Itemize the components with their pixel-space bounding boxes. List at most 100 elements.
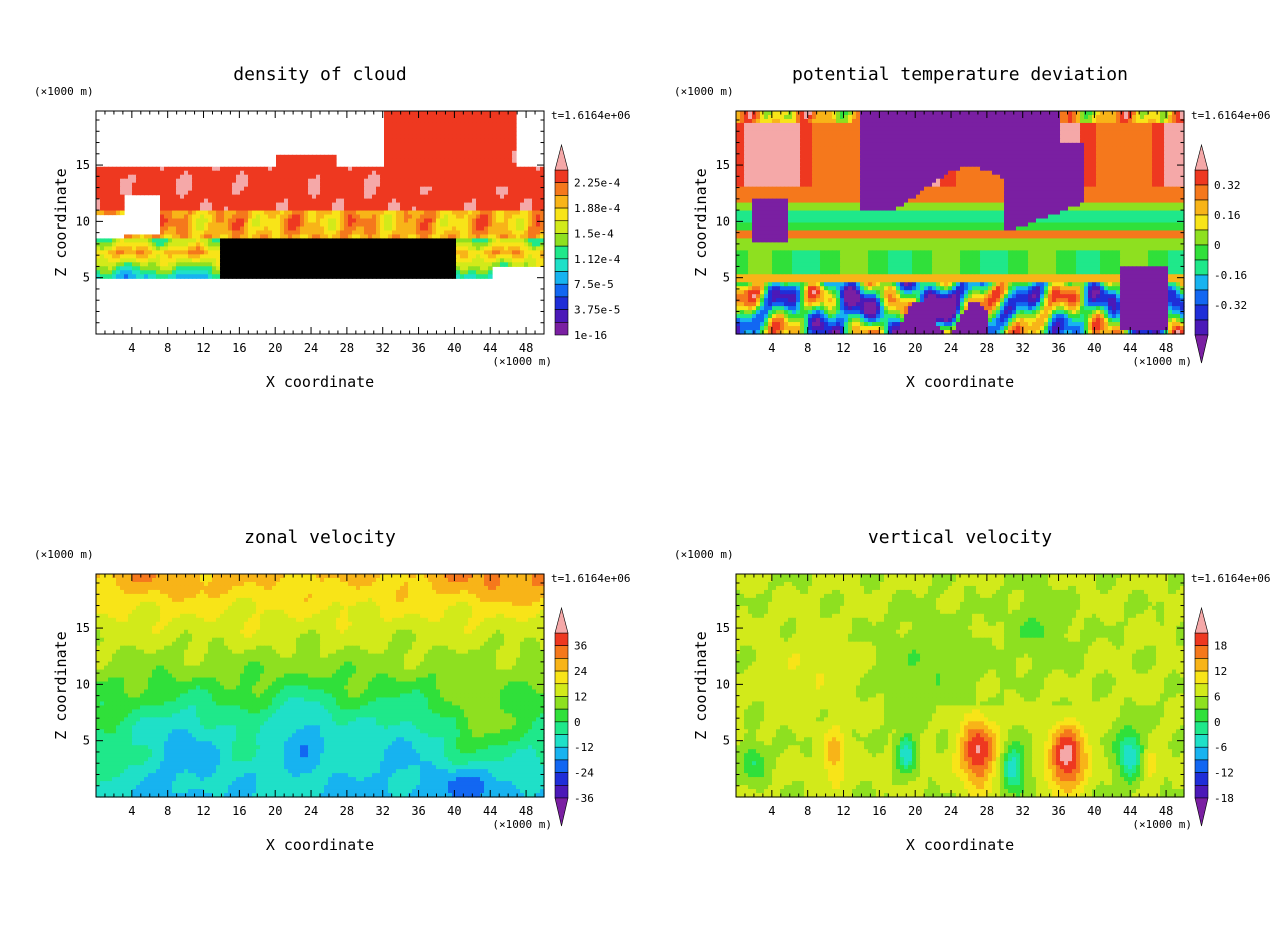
contour-cell bbox=[456, 186, 461, 192]
contour-cell bbox=[964, 130, 969, 136]
contour-cell bbox=[272, 210, 277, 216]
contour-cell bbox=[1100, 134, 1105, 140]
contour-cell bbox=[944, 118, 949, 124]
contour-cell bbox=[196, 226, 201, 232]
contour-cell bbox=[1032, 114, 1037, 120]
contour-cell bbox=[856, 146, 861, 152]
contour-cell bbox=[176, 234, 181, 240]
contour-cell bbox=[416, 206, 421, 212]
contour-cell bbox=[332, 270, 337, 275]
contour-cell bbox=[500, 138, 505, 144]
contour-cell bbox=[504, 190, 509, 196]
contour-cell bbox=[492, 162, 497, 168]
contour-cell bbox=[364, 226, 369, 232]
contour-cell bbox=[1152, 126, 1157, 132]
contour-cell bbox=[428, 134, 433, 140]
contour-cell bbox=[356, 218, 361, 224]
contour-cell bbox=[336, 186, 341, 192]
contour-cell bbox=[456, 198, 461, 204]
contour-cell bbox=[424, 258, 429, 263]
contour-cell bbox=[364, 210, 369, 216]
contour-cell bbox=[244, 170, 249, 176]
contour-cell bbox=[912, 118, 917, 124]
contour-cell bbox=[340, 166, 345, 172]
contour-cell bbox=[432, 254, 437, 259]
contour-cell bbox=[452, 194, 457, 200]
contour-cell bbox=[272, 226, 277, 232]
contour-cell bbox=[1128, 138, 1133, 144]
contour-cell bbox=[204, 258, 209, 263]
contour-cell bbox=[404, 178, 409, 184]
contour-cell bbox=[248, 186, 253, 192]
contour-cell bbox=[928, 142, 933, 148]
contour-cell bbox=[284, 174, 289, 180]
contour-cell bbox=[412, 206, 417, 212]
contour-cell bbox=[328, 234, 333, 240]
contour-cell bbox=[404, 186, 409, 192]
contour-cell bbox=[508, 198, 513, 204]
contour-cell bbox=[444, 154, 449, 160]
contour-cell bbox=[372, 274, 377, 279]
contour-cell bbox=[436, 186, 441, 192]
contour-cell bbox=[412, 218, 417, 224]
contour-cell bbox=[384, 146, 389, 152]
contour-cell bbox=[332, 198, 337, 204]
contour-cell bbox=[396, 242, 401, 247]
contour-cell bbox=[1036, 122, 1041, 128]
contour-cell bbox=[316, 210, 321, 216]
contour-cell bbox=[364, 230, 369, 236]
contour-cell bbox=[468, 134, 473, 140]
contour-cell bbox=[996, 146, 1001, 152]
contour-cell bbox=[336, 238, 341, 244]
contour-cell bbox=[464, 222, 469, 228]
contour-cell bbox=[164, 230, 169, 236]
contour-cell bbox=[408, 162, 413, 168]
contour-cell bbox=[224, 198, 229, 204]
contour-cell bbox=[476, 178, 481, 184]
contour-cell bbox=[368, 202, 373, 208]
contour-cell bbox=[268, 170, 273, 176]
contour-cell bbox=[976, 122, 981, 128]
contour-cell bbox=[1088, 118, 1093, 124]
contour-cell bbox=[976, 130, 981, 136]
contour-cell bbox=[764, 122, 769, 128]
contour-cell bbox=[356, 222, 361, 228]
contour-cell bbox=[336, 258, 341, 263]
contour-cell bbox=[1092, 138, 1097, 144]
contour-cell bbox=[324, 214, 329, 220]
contour-cell bbox=[1080, 134, 1085, 140]
contour-cell bbox=[1092, 142, 1097, 148]
contour-cell bbox=[772, 134, 777, 140]
contour-cell bbox=[796, 146, 801, 152]
contour-cell bbox=[228, 166, 233, 172]
contour-cell bbox=[192, 270, 197, 275]
contour-cell bbox=[240, 262, 245, 267]
contour-cell bbox=[224, 266, 229, 271]
contour-cell bbox=[292, 154, 297, 160]
contour-cell bbox=[1064, 154, 1069, 160]
contour-cell bbox=[200, 210, 205, 216]
contour-cell bbox=[416, 242, 421, 247]
contour-cell bbox=[384, 210, 389, 216]
contour-cell bbox=[512, 258, 517, 263]
contour-cell bbox=[1160, 130, 1165, 136]
contour-cell bbox=[472, 202, 477, 208]
contour-cell bbox=[1136, 134, 1141, 140]
contour-cell bbox=[324, 230, 329, 236]
contour-cell bbox=[268, 182, 273, 188]
x-axis-label: X coordinate bbox=[266, 373, 374, 391]
contour-cell bbox=[488, 118, 493, 124]
contour-cell bbox=[840, 130, 845, 136]
contour-cell bbox=[352, 250, 357, 255]
contour-cell bbox=[308, 210, 313, 216]
contour-cell bbox=[520, 214, 525, 220]
contour-cell bbox=[1136, 118, 1141, 124]
contour-cell bbox=[328, 230, 333, 236]
contour-cell bbox=[1108, 111, 1113, 116]
contour-cell bbox=[500, 174, 505, 180]
contour-cell bbox=[488, 254, 493, 259]
contour-cell bbox=[936, 111, 941, 116]
contour-cell bbox=[904, 146, 909, 152]
contour-cell bbox=[532, 222, 537, 228]
contour-cell bbox=[420, 174, 425, 180]
